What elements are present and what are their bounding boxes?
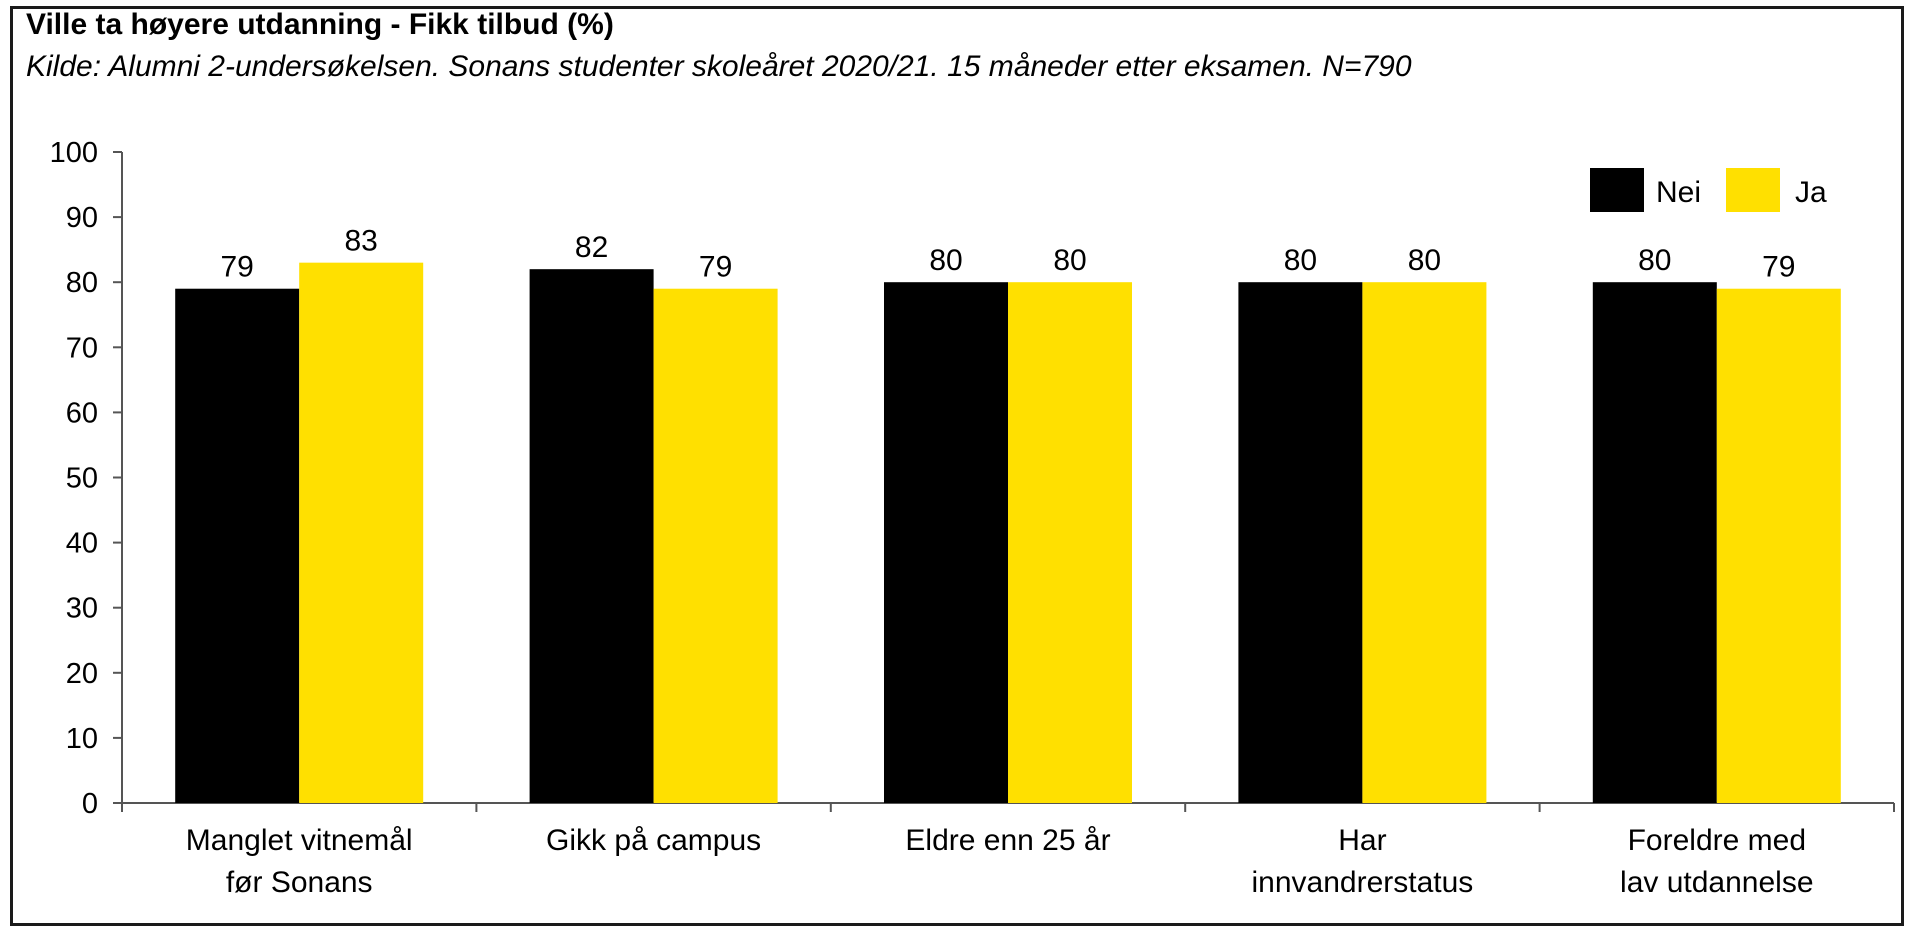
bar-nei xyxy=(1238,282,1363,803)
data-label: 79 xyxy=(1762,251,1795,284)
data-label: 80 xyxy=(929,244,962,277)
bar-ja xyxy=(1716,288,1841,804)
bar-ja xyxy=(1008,282,1132,803)
y-tick-label: 80 xyxy=(66,267,98,299)
x-tick-label: Eldre enn 25 år xyxy=(905,824,1110,857)
x-tick-label: Gikk på campus xyxy=(546,824,761,857)
data-label: 79 xyxy=(221,251,254,284)
bar-ja xyxy=(653,288,778,804)
axes: 0 10 20 30 40 50 60 70 80 90 100 Manglet vitnemål fø… xyxy=(50,137,1895,899)
bar-nei xyxy=(529,269,654,803)
y-tick-label: 50 xyxy=(66,463,98,495)
data-label: 80 xyxy=(1408,244,1441,277)
chart-subtitle: Kilde: Alumni 2-undersøkelsen. Sonans st… xyxy=(26,50,1412,83)
bar-nei xyxy=(884,282,1008,803)
x-tick-label: Manglet vitnemål xyxy=(186,824,413,857)
legend-label-nei: Nei xyxy=(1656,176,1701,209)
y-tick-label: 90 xyxy=(66,202,98,234)
bar-ja xyxy=(299,262,424,803)
x-tick-label: Har xyxy=(1338,824,1386,857)
bar-nei xyxy=(175,288,300,804)
data-label: 79 xyxy=(699,251,732,284)
y-tick-label: 0 xyxy=(82,788,98,820)
legend-label-ja: Ja xyxy=(1795,176,1827,209)
chart-title: Ville ta høyere utdanning - Fikk tilbud … xyxy=(26,8,614,41)
y-tick-label: 30 xyxy=(66,593,98,625)
data-label: 83 xyxy=(345,225,378,258)
y-tick-label: 10 xyxy=(66,723,98,755)
y-tick-label: 20 xyxy=(66,658,98,690)
x-tick-label: innvandrerstatus xyxy=(1252,866,1474,899)
y-tick-label: 100 xyxy=(50,137,98,169)
legend-swatch-ja xyxy=(1726,168,1780,212)
data-label: 80 xyxy=(1638,244,1671,277)
legend: Nei Ja xyxy=(1590,168,1827,212)
x-tick-label: lav utdannelse xyxy=(1620,866,1813,899)
bar-ja xyxy=(1362,282,1487,803)
legend-swatch-nei xyxy=(1590,168,1644,212)
y-tick-label: 40 xyxy=(66,528,98,560)
data-label: 80 xyxy=(1284,244,1317,277)
bar-nei xyxy=(1592,282,1717,803)
bars: 79 83 82 79 80 80 80 80 80 79 xyxy=(175,225,1841,804)
data-label: 80 xyxy=(1053,244,1086,277)
x-tick-label: Foreldre med xyxy=(1628,824,1806,857)
data-label: 82 xyxy=(575,231,608,264)
x-tick-label: før Sonans xyxy=(226,866,373,899)
y-tick-label: 70 xyxy=(66,332,98,364)
y-tick-label: 60 xyxy=(66,397,98,429)
